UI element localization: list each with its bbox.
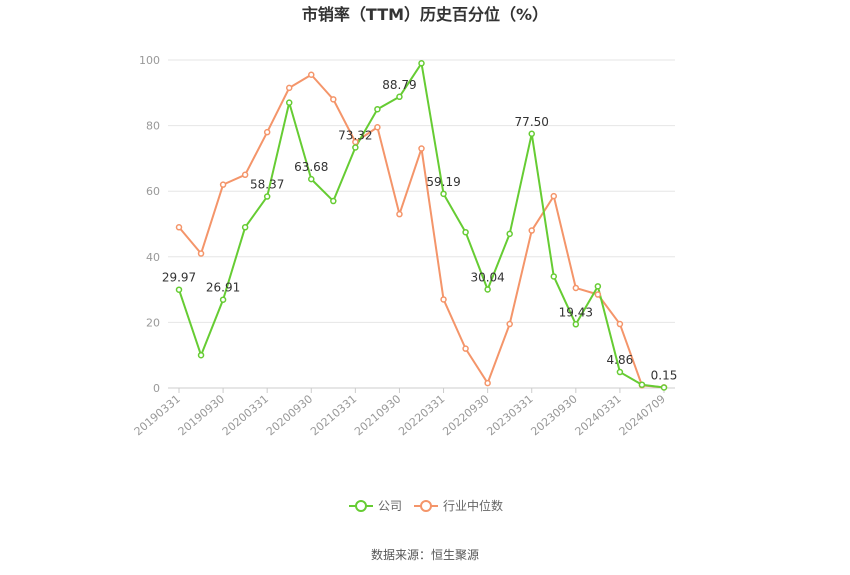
data-label: 73.32 (338, 129, 372, 143)
legend[interactable]: 公司 行业中位数 (349, 498, 503, 513)
series-lines (178, 62, 665, 389)
series-point-1[interactable] (308, 71, 315, 79)
series-point-1[interactable] (484, 379, 491, 387)
series-point-0[interactable] (396, 93, 403, 101)
series-point-0[interactable] (241, 224, 249, 231)
legend-label: 行业中位数 (443, 498, 503, 513)
series-point-1[interactable] (219, 181, 227, 188)
legend-marker (355, 500, 367, 512)
series-point-0[interactable] (418, 60, 425, 67)
series-point-0[interactable] (462, 228, 469, 236)
series-point-0[interactable] (330, 197, 337, 205)
series-point-0[interactable] (572, 321, 580, 328)
series-point-1[interactable] (374, 123, 381, 131)
x-tick-label: 20210331 (308, 392, 359, 438)
grid (168, 59, 675, 323)
chart-title: 市销率（TTM）历史百分位（%） (302, 5, 548, 24)
y-tick-label: 60 (146, 185, 160, 198)
x-tick-label: 20220331 (396, 392, 447, 438)
series-point-1[interactable] (175, 224, 183, 231)
y-tick-label: 0 (153, 382, 160, 395)
series-point-1[interactable] (616, 320, 624, 328)
series-line-0 (178, 62, 665, 389)
x-tick-label: 20240709 (617, 392, 668, 438)
x-tick-label: 20240331 (573, 392, 624, 438)
series-point-0[interactable] (352, 144, 359, 151)
series-point-0[interactable] (594, 283, 602, 290)
y-tick-label: 80 (146, 120, 160, 133)
series-point-1[interactable] (572, 284, 580, 292)
data-label: 77.50 (515, 115, 549, 129)
source-text: 数据来源：恒生聚源 (371, 547, 479, 562)
series-point-0[interactable] (528, 130, 535, 138)
x-tick-label: 20230331 (484, 392, 535, 438)
series-point-1[interactable] (285, 84, 293, 92)
data-label: 29.97 (162, 271, 196, 285)
data-label: 4.86 (607, 353, 634, 367)
series-point-1[interactable] (594, 291, 602, 298)
series-point-1[interactable] (462, 345, 469, 352)
series-point-1[interactable] (241, 171, 249, 179)
y-tick-label: 40 (146, 251, 160, 264)
series-point-0[interactable] (219, 296, 227, 303)
series-point-0[interactable] (197, 351, 205, 359)
y-tick-label: 20 (146, 316, 160, 329)
data-label: 26.91 (206, 281, 240, 295)
x-tick-label: 20200331 (220, 392, 271, 438)
series-point-0[interactable] (374, 105, 381, 113)
data-label: 0.15 (651, 369, 678, 383)
x-tick-label: 20200930 (264, 392, 315, 438)
data-label: 30.04 (470, 270, 504, 284)
series-point-0[interactable] (484, 286, 491, 293)
x-tick-label: 20220930 (440, 392, 491, 438)
series-point-1[interactable] (263, 128, 271, 136)
x-tick-label: 20190930 (176, 392, 227, 438)
series-point-1[interactable] (506, 320, 513, 328)
y-tick-label: 100 (139, 54, 160, 67)
data-label: 58.37 (250, 178, 284, 192)
axes: 0 20 40 60 80 100 2019033120190930202003312020… (132, 54, 675, 438)
legend-marker (420, 500, 432, 512)
series-point-0[interactable] (638, 381, 646, 388)
series-point-1[interactable] (440, 296, 447, 303)
series-points (175, 60, 668, 391)
data-label: 19.43 (559, 305, 593, 319)
series-point-0[interactable] (506, 230, 513, 238)
series-point-1[interactable] (550, 192, 558, 200)
series-point-1[interactable] (418, 145, 425, 152)
legend-item-1[interactable]: 行业中位数 (414, 498, 503, 513)
series-point-0[interactable] (550, 273, 558, 280)
series-point-0[interactable] (440, 190, 447, 198)
series-point-1[interactable] (197, 250, 205, 257)
series-point-0[interactable] (285, 99, 293, 106)
data-label: 63.68 (294, 160, 328, 174)
series-line-1 (178, 73, 665, 389)
series-point-1[interactable] (396, 210, 403, 218)
x-tick-label: 20230930 (528, 392, 579, 438)
x-tick-label: 20210930 (352, 392, 403, 438)
series-point-1[interactable] (330, 96, 337, 103)
series-point-0[interactable] (616, 368, 624, 376)
series-point-0[interactable] (263, 193, 271, 200)
series-point-0[interactable] (660, 384, 668, 391)
series-point-0[interactable] (308, 175, 315, 183)
legend-item-0[interactable]: 公司 (349, 499, 402, 513)
data-label: 88.79 (382, 78, 416, 92)
series-point-0[interactable] (175, 286, 183, 293)
data-labels: 29.97 26.91 58.37 63.68 73.32 88.79 59.19 30.04… (162, 78, 678, 383)
x-tick-label: 20190331 (132, 392, 183, 438)
data-label: 59.19 (426, 175, 460, 189)
legend-label: 公司 (378, 499, 402, 513)
series-point-1[interactable] (528, 227, 535, 234)
